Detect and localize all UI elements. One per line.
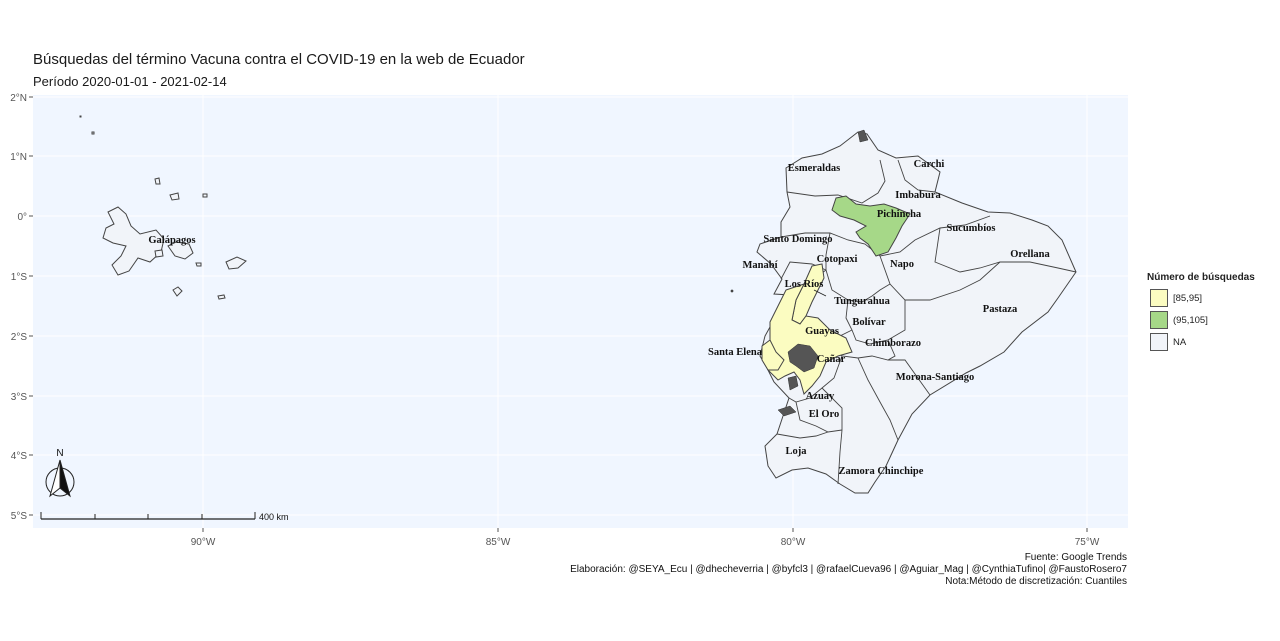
- label-guayas: Guayas: [805, 326, 839, 337]
- map-title: Búsquedas del término Vacuna contra el C…: [33, 51, 525, 68]
- legend-swatch-low: [1150, 289, 1168, 307]
- legend-label: NA: [1173, 337, 1187, 348]
- label-bolivar: Bolívar: [852, 317, 886, 328]
- legend-item-high: (95,105]: [1150, 311, 1270, 331]
- x-axis: 90°W 85°W 80°W 75°W: [191, 528, 1100, 548]
- scale-bar: 400 km: [40, 512, 289, 522]
- label-sucumbios: Sucumbíos: [946, 223, 995, 234]
- caption-note: Nota:Método de discretización: Cuantiles: [945, 576, 1127, 587]
- label-galapagos: Galápagos: [148, 235, 195, 246]
- leader-line: [813, 289, 827, 297]
- label-morona-santiago: Morona-Santiago: [896, 372, 975, 383]
- label-canar: Cañar: [817, 354, 846, 365]
- legend-swatch-high: [1150, 311, 1168, 329]
- legend-label: [85,95]: [1173, 293, 1203, 304]
- y-tick-label: 1°N: [10, 152, 27, 163]
- x-tick-label: 90°W: [191, 537, 216, 548]
- y-tick-label: 5°S: [11, 511, 28, 522]
- label-esmeraldas: Esmeraldas: [788, 163, 841, 174]
- galapagos-islands: [79, 115, 247, 300]
- label-chimborazo: Chimborazo: [865, 338, 921, 349]
- scale-label: 400 km: [259, 512, 289, 522]
- legend-item-na: NA: [1150, 333, 1270, 353]
- y-tick-label: 0°: [17, 212, 27, 223]
- province-santa-elena: [761, 339, 785, 371]
- legend-label: (95,105]: [1173, 315, 1208, 326]
- label-pichincha: Pichincha: [877, 209, 922, 220]
- label-pastaza: Pastaza: [983, 304, 1018, 315]
- label-zamora-chinchipe: Zamora Chinchipe: [839, 466, 924, 477]
- province-pichincha: [831, 195, 911, 257]
- map-subtitle: Período 2020-01-01 - 2021-02-14: [33, 74, 227, 89]
- label-loja: Loja: [786, 446, 808, 457]
- north-arrow: N: [45, 448, 75, 498]
- label-manabi: Manabí: [742, 260, 778, 271]
- y-tick-label: 1°S: [11, 272, 28, 283]
- label-santo-domingo: Santo Domingo: [763, 234, 832, 245]
- x-tick-label: 80°W: [781, 537, 806, 548]
- label-tungurahua: Tungurahua: [834, 296, 890, 307]
- y-tick-label: 4°S: [11, 451, 28, 462]
- label-cotopaxi: Cotopaxi: [817, 254, 858, 265]
- caption-credits: Elaboración: @SEYA_Ecu | @dhecheverria |…: [570, 564, 1127, 575]
- label-el-oro: El Oro: [809, 409, 839, 420]
- label-imbabura: Imbabura: [895, 190, 941, 201]
- label-los-rios: Los Ríos: [785, 279, 824, 290]
- legend-title: Número de búsquedas: [1147, 272, 1255, 283]
- svg-text:N: N: [56, 448, 63, 459]
- caption-source: Fuente: Google Trends: [1024, 552, 1127, 563]
- gulf-islands: [730, 129, 869, 417]
- y-axis: 2°N 1°N 0° 1°S 2°S 3°S 4°S 5°S: [10, 93, 33, 522]
- label-napo: Napo: [890, 259, 914, 270]
- label-carchi: Carchi: [914, 159, 945, 170]
- province-labels: Esmeraldas Carchi Imbabura Pichincha Suc…: [148, 159, 1050, 477]
- label-santa-elena: Santa Elena: [708, 347, 763, 358]
- y-tick-label: 2°N: [10, 93, 27, 104]
- label-orellana: Orellana: [1010, 249, 1050, 260]
- legend-item-low: [85,95]: [1150, 289, 1270, 309]
- legend-swatch-na: [1150, 333, 1168, 351]
- x-tick-label: 85°W: [486, 537, 511, 548]
- x-tick-label: 75°W: [1075, 537, 1100, 548]
- y-tick-label: 2°S: [11, 332, 28, 343]
- label-azuay: Azuay: [806, 391, 835, 402]
- y-tick-label: 3°S: [11, 392, 28, 403]
